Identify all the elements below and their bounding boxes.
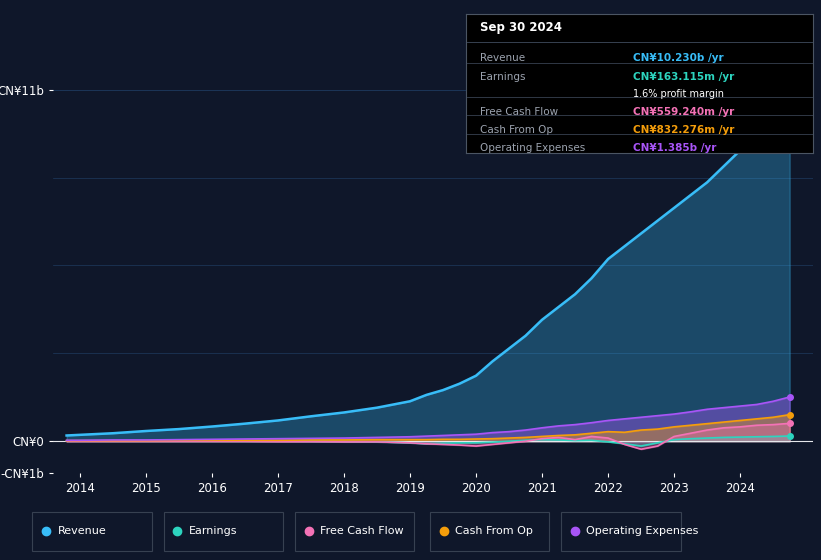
Text: CN¥10.230b /yr: CN¥10.230b /yr bbox=[632, 53, 723, 63]
Text: Free Cash Flow: Free Cash Flow bbox=[320, 526, 404, 535]
Text: Operating Expenses: Operating Expenses bbox=[480, 143, 585, 153]
Text: Revenue: Revenue bbox=[57, 526, 107, 535]
Text: Cash From Op: Cash From Op bbox=[456, 526, 533, 535]
FancyBboxPatch shape bbox=[561, 512, 681, 550]
Text: Earnings: Earnings bbox=[480, 72, 525, 82]
Text: CN¥163.115m /yr: CN¥163.115m /yr bbox=[632, 72, 734, 82]
Text: Sep 30 2024: Sep 30 2024 bbox=[480, 21, 562, 34]
Text: Cash From Op: Cash From Op bbox=[480, 125, 553, 135]
Text: Earnings: Earnings bbox=[189, 526, 237, 535]
Text: Free Cash Flow: Free Cash Flow bbox=[480, 107, 558, 117]
Text: CN¥559.240m /yr: CN¥559.240m /yr bbox=[632, 107, 734, 117]
FancyBboxPatch shape bbox=[295, 512, 415, 550]
Text: CN¥1.385b /yr: CN¥1.385b /yr bbox=[632, 143, 716, 153]
FancyBboxPatch shape bbox=[430, 512, 549, 550]
Text: Operating Expenses: Operating Expenses bbox=[586, 526, 699, 535]
FancyBboxPatch shape bbox=[163, 512, 283, 550]
Text: 1.6% profit margin: 1.6% profit margin bbox=[632, 89, 723, 99]
Text: CN¥832.276m /yr: CN¥832.276m /yr bbox=[632, 125, 734, 135]
FancyBboxPatch shape bbox=[32, 512, 152, 550]
Text: Revenue: Revenue bbox=[480, 53, 525, 63]
